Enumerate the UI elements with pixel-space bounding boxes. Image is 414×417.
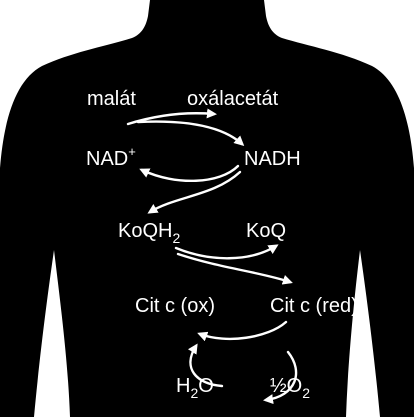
arrow-nadh-to-koqh2 <box>147 170 242 214</box>
label-nad-base: NAD <box>86 148 128 170</box>
label-citc-red: Cit c (red) <box>270 295 358 317</box>
arrow-citc-to-water <box>263 350 298 405</box>
arrow-nad-to-nadh <box>136 120 245 147</box>
label-koq: KoQ <box>246 220 286 242</box>
label-koqh2: KoQH2 <box>118 220 180 246</box>
label-water: H2O <box>176 375 214 401</box>
label-citc-ox: Cit c (ox) <box>135 295 215 317</box>
label-water-o: O <box>198 375 214 397</box>
label-half-oxygen-sub: 2 <box>302 385 310 401</box>
label-oxaloacetate: oxálacetát <box>187 88 279 110</box>
row-5: H2O ½O2 <box>176 375 310 401</box>
arrow-nadh-to-nad <box>139 164 240 183</box>
label-nad-sup: + <box>128 144 136 159</box>
label-malate: malát <box>87 88 136 110</box>
arrow-citc-return <box>197 320 288 342</box>
arrow-water-loop <box>187 343 224 388</box>
arrow-koq-to-citc-red <box>176 252 293 285</box>
label-nadh: NADH <box>244 148 301 170</box>
label-koqh2-sub: 2 <box>172 230 180 246</box>
row-4: Cit c (ox) Cit c (red) <box>135 295 358 317</box>
row-2: NAD+ NADH <box>86 144 301 170</box>
label-water-h: H <box>176 375 190 397</box>
label-koqh2-base: KoQH <box>118 220 172 242</box>
row-1: malát oxálacetát <box>87 88 279 110</box>
label-half-oxygen: ½O2 <box>270 375 310 401</box>
row-3: KoQH2 KoQ <box>118 220 286 246</box>
label-nad: NAD+ <box>86 144 136 170</box>
label-half-oxygen-base: ½O <box>270 375 302 397</box>
label-water-sub: 2 <box>190 385 198 401</box>
arrow-koqh2-to-koq <box>174 244 279 260</box>
